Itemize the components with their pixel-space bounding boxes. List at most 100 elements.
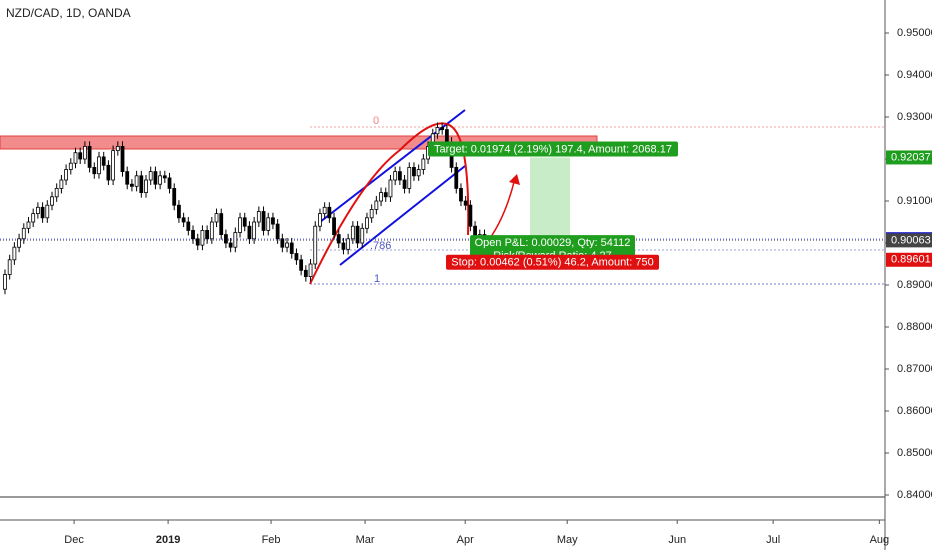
candle-body <box>303 269 308 278</box>
candle-body <box>266 217 271 231</box>
target-label: Target: 0.01974 (2.19%) 197.4, Amount: 2… <box>434 143 672 155</box>
candle-body <box>355 225 360 244</box>
candle-body <box>228 242 233 248</box>
target-label-box <box>428 141 678 157</box>
arrow-head <box>509 174 520 185</box>
x-tick-label: Jul <box>766 534 780 546</box>
price-tag <box>886 252 932 267</box>
candle-body <box>454 167 459 189</box>
x-tick-label: Feb <box>262 534 281 546</box>
chart-title: NZD/CAD, 1D, OANDA <box>6 6 131 20</box>
x-tick-label: Mar <box>356 534 375 546</box>
candle-body <box>412 167 416 177</box>
candle-body <box>463 200 468 206</box>
candle-body <box>379 192 383 202</box>
candle-body <box>444 129 449 143</box>
y-tick-label: 0.95000 <box>897 27 932 39</box>
candle-body <box>308 263 313 278</box>
candle-body <box>416 169 421 177</box>
candle-body <box>350 225 355 240</box>
candle-body <box>440 127 445 131</box>
candle-body <box>341 242 346 250</box>
candle-body <box>365 217 369 229</box>
candle-body <box>148 171 153 181</box>
candle-body <box>167 177 172 189</box>
candle-body <box>233 232 238 248</box>
candle-body <box>285 242 289 248</box>
candle-body <box>26 221 31 229</box>
candle-body <box>115 146 120 152</box>
stop-label-box <box>446 254 659 270</box>
fib-1-label: 1 <box>374 273 380 285</box>
channel-lower <box>339 165 466 266</box>
candle-body <box>50 196 54 206</box>
candle-body <box>31 213 36 223</box>
candle-body <box>369 209 374 219</box>
candle-body <box>289 242 294 254</box>
candle-body <box>134 175 139 187</box>
candle-body <box>92 167 97 175</box>
candle-body <box>64 169 68 181</box>
candle-body <box>459 188 463 202</box>
candle-body <box>177 204 181 219</box>
candle-body <box>205 230 210 240</box>
price-tag <box>886 150 932 165</box>
candle-body <box>172 188 177 206</box>
candle-body <box>322 206 327 215</box>
candle-body <box>3 274 7 290</box>
target-zone <box>530 157 570 240</box>
red-curve <box>309 122 470 285</box>
candle-body <box>214 213 219 223</box>
price-tag-label: 0.92037 <box>891 151 931 163</box>
candle-body <box>106 164 111 181</box>
candle-body <box>238 217 242 233</box>
x-tick-label: Apr <box>457 534 474 546</box>
candle-body <box>383 192 388 198</box>
candle-body <box>191 230 195 240</box>
candle-body <box>120 146 125 173</box>
candle-body <box>130 183 134 187</box>
candle-body <box>40 206 45 219</box>
candle-body <box>256 211 261 223</box>
candle-body <box>360 227 365 244</box>
candle-body <box>181 217 186 223</box>
candle-body <box>224 234 228 244</box>
candle-body <box>468 204 473 227</box>
candle-body <box>294 253 299 261</box>
candle-body <box>158 175 163 185</box>
candle-body <box>435 127 440 135</box>
candle-body <box>45 204 50 219</box>
candle-body <box>393 171 398 181</box>
stop-label: Stop: 0.00462 (0.51%) 46.2, Amount: 750 <box>451 257 653 269</box>
candle-body <box>35 206 40 215</box>
candle-body <box>78 152 83 160</box>
candle-body <box>313 225 318 265</box>
fib-0-label: 0 <box>373 115 379 127</box>
x-tick-label: Dec <box>64 534 84 546</box>
candle-body <box>111 150 116 181</box>
candle-body <box>200 230 205 246</box>
x-tick-label: 2019 <box>156 534 180 546</box>
candle-body <box>261 211 266 231</box>
candle-body <box>21 227 26 240</box>
candle-body <box>271 217 275 225</box>
x-tick-label: Aug <box>870 534 890 546</box>
candle-body <box>209 221 214 240</box>
candle-body <box>336 234 341 244</box>
price-tag-label: 0.90063 <box>891 234 931 246</box>
candle-body <box>186 221 191 231</box>
candle-body <box>125 171 130 185</box>
open-pl-label-box <box>470 235 635 251</box>
candle-body <box>195 238 200 246</box>
candle-body <box>219 213 224 236</box>
candle-body <box>318 213 322 227</box>
candle-body <box>101 156 106 166</box>
candle-body <box>97 156 101 175</box>
candle-body <box>247 225 252 240</box>
